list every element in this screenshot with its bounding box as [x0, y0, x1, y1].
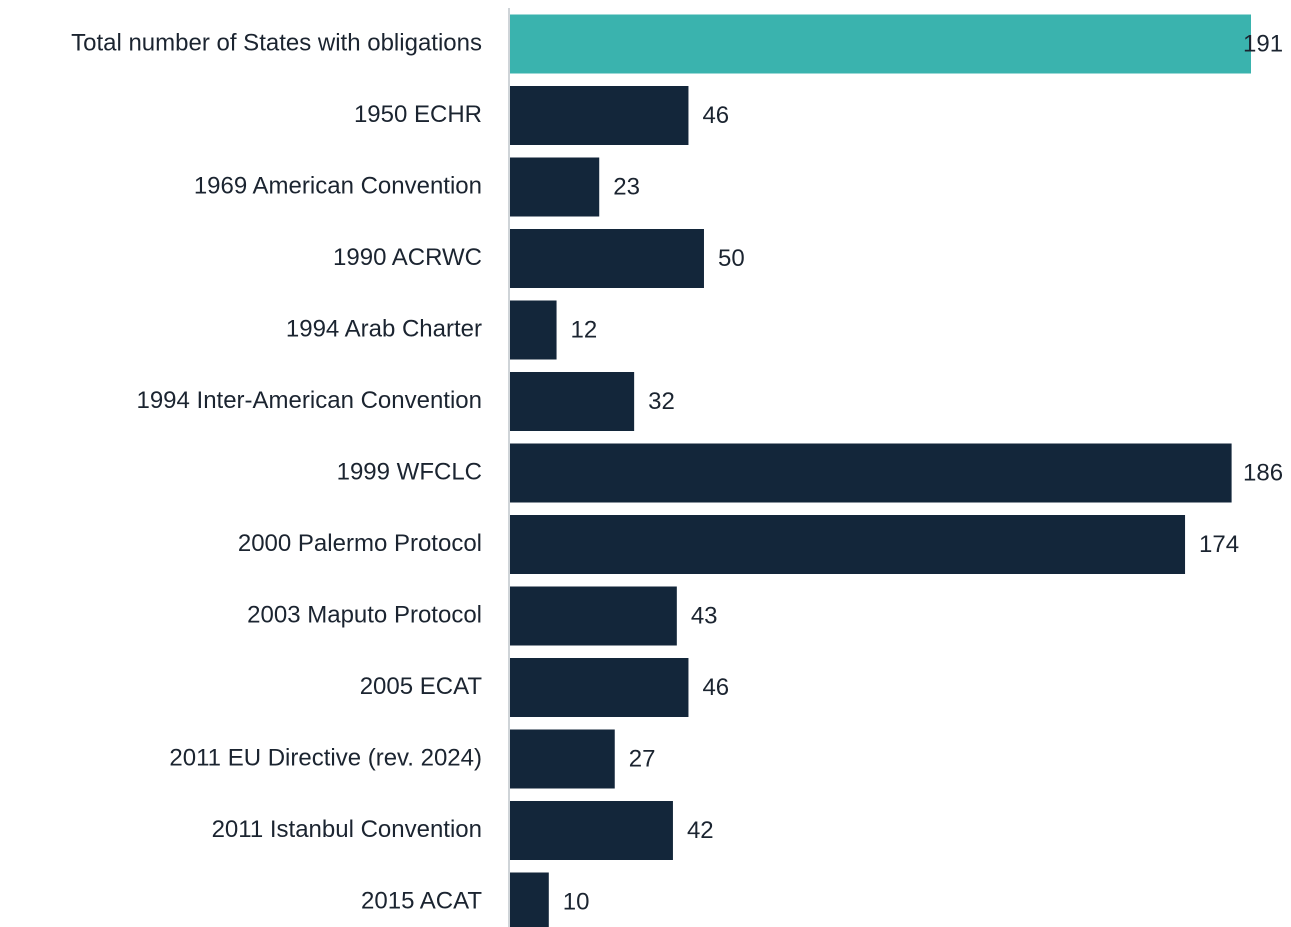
bar: [510, 372, 635, 431]
category-label: 1994 Arab Charter: [286, 315, 482, 342]
bar: [510, 157, 600, 217]
bar: [510, 586, 677, 646]
value-label: 10: [563, 888, 590, 915]
value-label: 174: [1199, 531, 1239, 558]
category-label: 2011 EU Directive (rev. 2024): [169, 744, 482, 771]
value-label: 12: [571, 316, 598, 343]
value-label: 23: [613, 173, 640, 200]
category-label: 1950 ECHR: [354, 101, 482, 128]
value-label: 27: [629, 745, 656, 772]
value-label: 46: [702, 674, 729, 701]
value-label: 50: [718, 245, 745, 272]
value-label: 42: [687, 817, 714, 844]
category-label: 2003 Maputo Protocol: [247, 601, 482, 628]
bar: [510, 14, 1251, 74]
value-label: 43: [691, 602, 718, 629]
bar: [510, 300, 557, 360]
category-label: 2005 ECAT: [360, 673, 483, 700]
category-label: 2015 ACAT: [361, 887, 482, 914]
category-label: 1994 Inter-American Convention: [136, 387, 482, 414]
bar: [510, 443, 1232, 503]
value-label: 186: [1243, 459, 1283, 486]
bar: [510, 86, 689, 145]
value-label: 32: [648, 388, 675, 415]
category-label: 2000 Palermo Protocol: [238, 530, 482, 557]
bar: [510, 515, 1186, 574]
bar: [510, 872, 549, 927]
bar: [510, 658, 689, 717]
category-label: 2011 Istanbul Convention: [212, 816, 482, 843]
category-label: Total number of States with obligations: [71, 29, 482, 56]
category-label: 1969 American Convention: [194, 172, 482, 199]
category-label: 1990 ACRWC: [333, 244, 482, 271]
category-label: 1999 WFCLC: [337, 458, 482, 485]
bar: [510, 801, 673, 860]
bar: [510, 729, 615, 789]
bar: [510, 229, 704, 288]
value-label: 46: [702, 102, 729, 129]
value-label: 191: [1243, 30, 1283, 57]
